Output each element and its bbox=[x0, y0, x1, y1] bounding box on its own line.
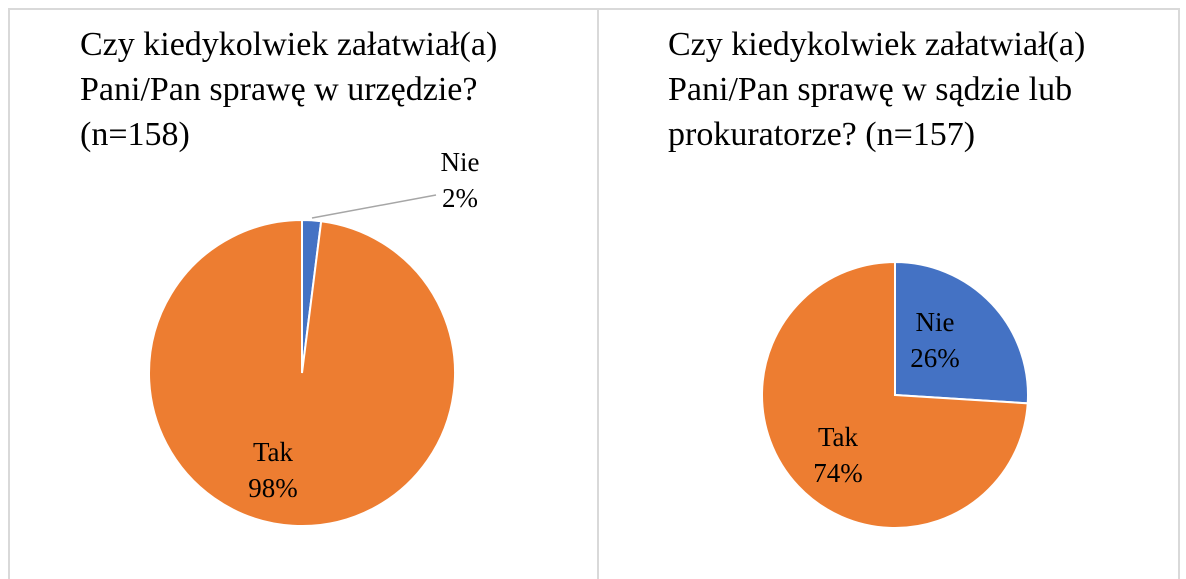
data-label-category: Tak bbox=[818, 422, 859, 452]
data-label-value: 98% bbox=[248, 473, 298, 503]
leader-line bbox=[311, 194, 437, 219]
data-label-value: 2% bbox=[442, 183, 478, 213]
data-label-value: 74% bbox=[813, 458, 863, 488]
chart-title: Czy kiedykolwiek załatwiał(a) Pani/Pan s… bbox=[668, 26, 1086, 153]
data-label-category: Tak bbox=[253, 437, 294, 467]
pie-slice bbox=[148, 218, 456, 527]
data-label-category: Nie bbox=[441, 147, 480, 177]
data-label-category: Nie bbox=[916, 307, 955, 337]
data-label-value: 26% bbox=[910, 343, 960, 373]
chart-panel bbox=[597, 8, 1180, 579]
pie-slice bbox=[894, 260, 1029, 405]
chart-title: Czy kiedykolwiek załatwiał(a) Pani/Pan s… bbox=[80, 26, 498, 153]
pie-slice bbox=[761, 260, 1029, 529]
chart-panel bbox=[8, 8, 598, 579]
